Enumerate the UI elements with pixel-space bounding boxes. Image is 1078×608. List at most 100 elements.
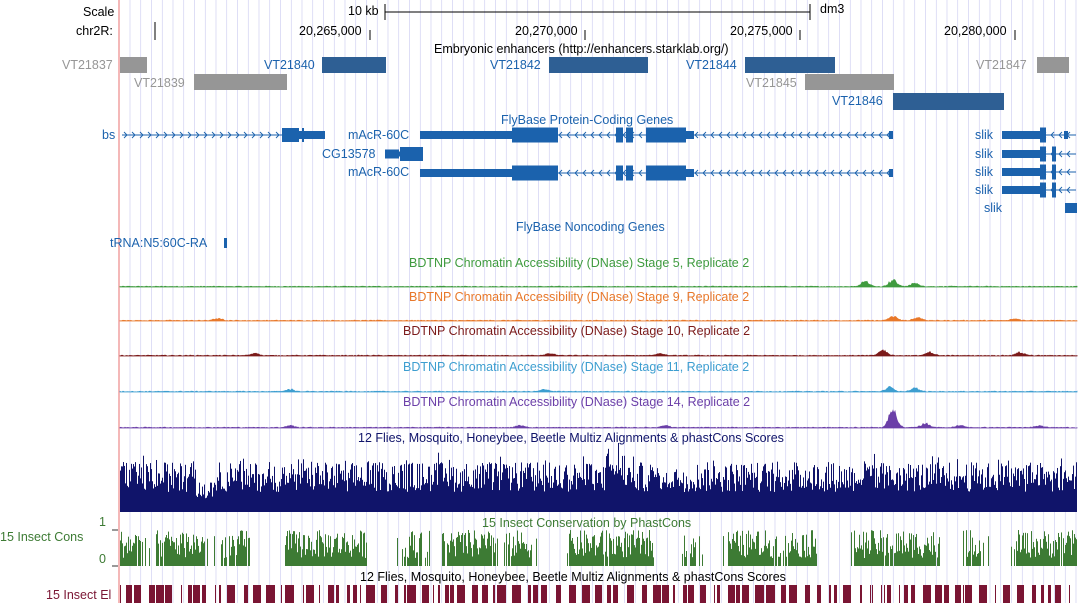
phastcons-bar — [125, 545, 126, 566]
multiz-bar — [712, 481, 713, 512]
multiz-bar — [216, 490, 217, 512]
noncoding-track-title[interactable]: FlyBase Noncoding Genes — [516, 220, 665, 234]
phastcons-bar — [481, 534, 482, 566]
exon — [1002, 186, 1040, 194]
multiz-bar — [1052, 491, 1053, 512]
multiz-bar — [165, 462, 166, 512]
gene-label-slik[interactable]: slik — [975, 128, 994, 142]
gene-label-slik[interactable]: slik — [975, 165, 994, 179]
multiz-bar — [547, 477, 548, 512]
gene-label-mAcR-60C[interactable]: mAcR-60C — [348, 165, 410, 179]
phastcons-bar — [316, 539, 317, 566]
phastcons-bar — [341, 549, 342, 566]
enhancer-track-title[interactable]: Embryonic enhancers (http://enhancers.st… — [434, 42, 729, 56]
phastcons-bar — [363, 533, 364, 566]
gene-label-slik[interactable]: slik — [975, 147, 994, 161]
elements-track-title[interactable]: 12 Flies, Mosquito, Honeybee, Beetle Mul… — [360, 570, 786, 584]
conserved-element — [789, 585, 797, 603]
ruler-track[interactable] — [154, 4, 1016, 40]
protein-coding-genes-track[interactable] — [122, 127, 1077, 214]
enhancer-label[interactable]: VT21844 — [686, 58, 737, 72]
multiz-bar — [125, 483, 126, 512]
strand-arrow — [822, 131, 827, 139]
multiz-bar — [820, 486, 821, 512]
phastcons-bar — [129, 550, 130, 566]
phastcons-side-label[interactable]: 15 Insect Cons — [0, 530, 84, 544]
dnase-tracks[interactable] — [119, 278, 1078, 429]
multiz-bar — [248, 475, 249, 512]
gene-label-slik[interactable]: slik — [975, 183, 994, 197]
dnase-stage10-title[interactable]: BDTNP Chromatin Accessibility (DNase) St… — [403, 324, 751, 338]
multiz-bar — [469, 484, 470, 512]
enhancer-feature — [1037, 57, 1069, 73]
multiz-bar — [1045, 484, 1046, 512]
enhancer-label[interactable]: VT21846 — [832, 94, 883, 108]
multiz-bar — [400, 465, 401, 512]
gene-label-mAcR-60C[interactable]: mAcR-60C — [348, 128, 410, 142]
noncoding-gene-feature[interactable] — [224, 238, 227, 248]
elements-side-label[interactable]: 15 Insect El — [46, 588, 112, 602]
enhancer-label[interactable]: VT21837 — [62, 58, 113, 72]
genes-track-title[interactable]: FlyBase Protein-Coding Genes — [501, 113, 674, 127]
dnase-stage9-title[interactable]: BDTNP Chromatin Accessibility (DNase) St… — [409, 290, 750, 304]
phastcons-bar — [767, 548, 768, 566]
dnase-stage11-title[interactable]: BDTNP Chromatin Accessibility (DNase) St… — [403, 360, 750, 374]
phastcons-bar — [917, 547, 918, 566]
phastcons-bar — [571, 540, 572, 566]
multiz-bar — [896, 473, 897, 512]
gene-label-slik[interactable]: slik — [984, 201, 1003, 215]
phastcons-bar — [785, 535, 786, 566]
conserved-element — [533, 585, 538, 603]
phastcons-bar — [605, 551, 606, 566]
phastcons-bar — [328, 535, 329, 566]
multiz-bar — [996, 488, 997, 512]
enhancer-label[interactable]: VT21840 — [264, 58, 315, 72]
phastcons-bar — [647, 537, 648, 566]
conserved-element — [963, 585, 964, 603]
phastcons-bar — [872, 530, 873, 566]
multiz-bar — [229, 486, 230, 512]
multiz-bar — [938, 457, 939, 512]
conserved-elements-track[interactable] — [120, 585, 1070, 603]
multiz-bar — [887, 472, 888, 512]
phastcons-bar — [197, 538, 198, 566]
multiz-bar — [173, 488, 174, 512]
multiz-bar — [1006, 465, 1007, 512]
enhancer-track[interactable] — [120, 57, 1069, 110]
noncoding-gene-label[interactable]: tRNA:N5:60C-RA — [110, 236, 208, 250]
multiz-bar — [287, 482, 288, 512]
dnase-stage14-title[interactable]: BDTNP Chromatin Accessibility (DNase) St… — [403, 395, 751, 409]
multiz-conservation-track[interactable] — [120, 442, 1077, 512]
multiz-bar — [660, 488, 661, 512]
multiz-bar — [626, 484, 627, 512]
enhancer-label[interactable]: VT21845 — [746, 76, 797, 90]
phastcons-bar — [857, 547, 858, 566]
conserved-element — [569, 585, 576, 603]
conserved-element — [627, 585, 634, 603]
gene-label-bs[interactable]: bs — [102, 128, 116, 142]
enhancer-label[interactable]: VT21842 — [490, 58, 541, 72]
phastcons-bar — [806, 534, 807, 566]
phastcons-bar — [861, 545, 862, 566]
gene-label-CG13578[interactable]: CG13578 — [322, 147, 376, 161]
phastcons-bar — [1038, 552, 1039, 566]
multiz-bar — [693, 482, 694, 512]
multiz-track-title[interactable]: 12 Flies, Mosquito, Honeybee, Beetle Mul… — [358, 431, 784, 445]
strand-arrow — [638, 169, 643, 177]
multiz-bar — [628, 467, 629, 512]
enhancer-label[interactable]: VT21847 — [976, 58, 1027, 72]
multiz-bar — [1010, 486, 1011, 512]
phastcons-bar — [752, 538, 753, 566]
phastcons-track[interactable] — [112, 529, 1077, 567]
multiz-bar — [396, 485, 397, 512]
phastcons-bar — [138, 536, 139, 566]
multiz-bar — [708, 469, 709, 512]
multiz-bar — [759, 491, 760, 512]
phastcons-bar — [648, 556, 649, 566]
dnase-stage5-title[interactable]: BDTNP Chromatin Accessibility (DNase) St… — [409, 256, 750, 270]
enhancer-label[interactable]: VT21839 — [134, 76, 185, 90]
phastcons-track-title[interactable]: 15 Insect Conservation by PhastCons — [482, 516, 692, 530]
multiz-bar — [598, 473, 599, 512]
